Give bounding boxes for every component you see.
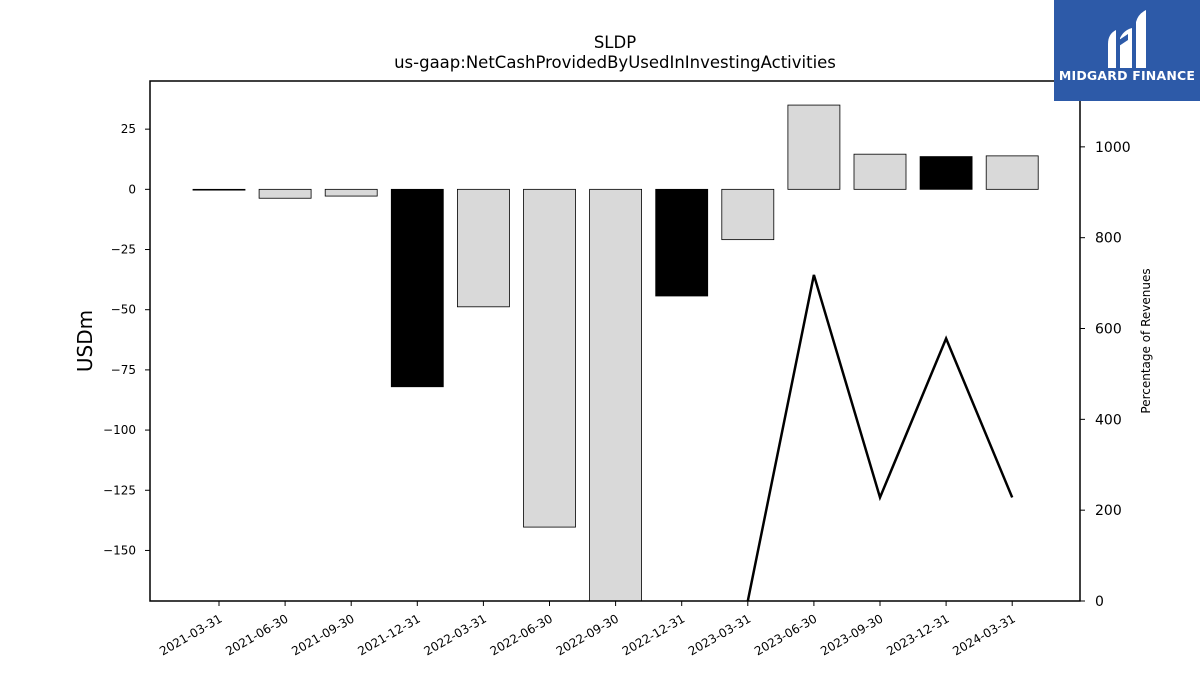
x-tick-label: 2021-09-30	[289, 611, 356, 658]
bar-2022-09-30	[589, 188, 642, 602]
x-tick-label: 2022-06-30	[488, 611, 555, 658]
x-tick-label: 2022-12-31	[620, 611, 687, 658]
y-tick-label: −50	[111, 303, 136, 317]
x-tick-label: 2023-03-31	[686, 611, 753, 658]
bar-2023-06-30	[787, 104, 841, 190]
y-axis-left: 25 0 −25 −50 −75 −100 −125 −150	[103, 122, 150, 557]
line-percentage-of-revenues	[746, 274, 1014, 602]
bar-2022-03-31	[456, 188, 510, 308]
y-tick-label: 25	[121, 122, 136, 136]
bar-2021-12-31	[390, 188, 444, 388]
line-layer	[746, 274, 1014, 602]
bar-2023-09-30	[853, 153, 907, 190]
x-tick-label: 2021-03-31	[157, 611, 224, 658]
bar-2021-09-30	[324, 188, 378, 197]
y-tick-label: −100	[103, 423, 136, 437]
y2-tick-label: 400	[1095, 412, 1122, 428]
y-axis-label: USDm	[73, 310, 97, 372]
x-tick-label: 2024-03-31	[950, 611, 1017, 658]
bar-2023-03-31	[721, 188, 775, 241]
y-tick-label: −150	[103, 543, 136, 557]
x-tick-label: 2023-06-30	[752, 611, 819, 658]
y2-tick-label: 1000	[1095, 140, 1131, 156]
bar-2024-03-31	[985, 155, 1039, 190]
y2-tick-label: 800	[1095, 231, 1122, 247]
y-axis-right: 0 200 400 600 800 1000	[1080, 140, 1131, 610]
x-tick-label: 2022-09-30	[554, 611, 621, 658]
x-tick-label: 2021-06-30	[223, 611, 290, 658]
bar-2022-12-31	[655, 188, 709, 297]
y-tick-label: 0	[128, 182, 136, 196]
logo-text: MIDGARD FINANCE	[1058, 68, 1196, 83]
x-tick-label: 2023-12-31	[884, 611, 951, 658]
bar-2022-06-30	[523, 188, 576, 528]
x-axis: 2021-03-312021-06-302021-09-302021-12-31…	[157, 601, 1018, 658]
plot-frame	[149, 80, 1081, 602]
bar-2023-12-31	[919, 156, 973, 190]
y2-tick-label: 600	[1095, 322, 1122, 338]
x-tick-label: 2023-09-30	[818, 611, 885, 658]
y-tick-label: −125	[103, 483, 136, 497]
x-tick-label: 2022-03-31	[421, 611, 488, 658]
chart-subtitle: us-gaap:NetCashProvidedByUsedInInvesting…	[394, 53, 836, 72]
bars-layer	[192, 104, 1039, 602]
y2-tick-label: 0	[1095, 594, 1104, 610]
bar-2021-06-30	[258, 188, 312, 199]
midgard-finance-logo: MIDGARD FINANCE	[1054, 0, 1200, 101]
logo-mark-icon	[1108, 10, 1146, 68]
y2-tick-label: 200	[1095, 503, 1122, 519]
chart-title: SLDP	[594, 33, 636, 52]
y-tick-label: −25	[111, 243, 136, 257]
x-tick-label: 2021-12-31	[355, 611, 422, 658]
y-tick-label: −75	[111, 363, 136, 377]
y2-axis-label: Percentage of Revenues	[1139, 268, 1153, 413]
bar-2021-03-31	[192, 188, 246, 191]
